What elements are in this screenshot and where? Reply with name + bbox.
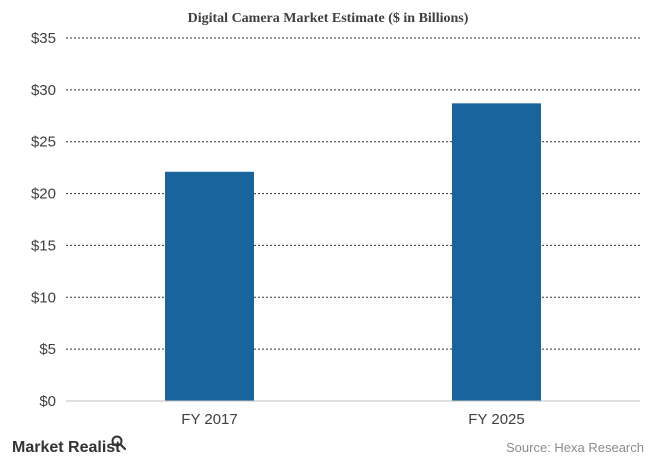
x-axis-category-labels: FY 2017 FY 2025 [181, 411, 524, 428]
bar-fy-2025 [452, 103, 541, 401]
logo-text: Market Realist [12, 439, 121, 456]
bar-fy-2017 [165, 171, 254, 401]
y-tick-label: $30 [31, 82, 56, 99]
x-category-label: FY 2017 [181, 411, 237, 428]
bars [165, 103, 541, 401]
market-realist-logo: Market Realist [12, 435, 127, 456]
y-tick-label: $20 [31, 186, 56, 203]
magnifier-icon [111, 435, 127, 451]
gridlines [66, 37, 640, 350]
y-tick-label: $0 [39, 393, 56, 410]
source-note: Source: Hexa Research [506, 440, 644, 455]
y-axis-tick-labels: $0 $5 $10 $15 $20 $25 $30 $35 [31, 30, 56, 410]
y-tick-label: $35 [31, 30, 56, 47]
y-tick-label: $5 [39, 341, 56, 358]
chart-title: Digital Camera Market Estimate ($ in Bil… [188, 11, 469, 26]
y-tick-label: $25 [31, 134, 56, 151]
x-category-label: FY 2025 [468, 411, 524, 428]
y-tick-label: $15 [31, 237, 56, 254]
y-tick-label: $10 [31, 289, 56, 306]
